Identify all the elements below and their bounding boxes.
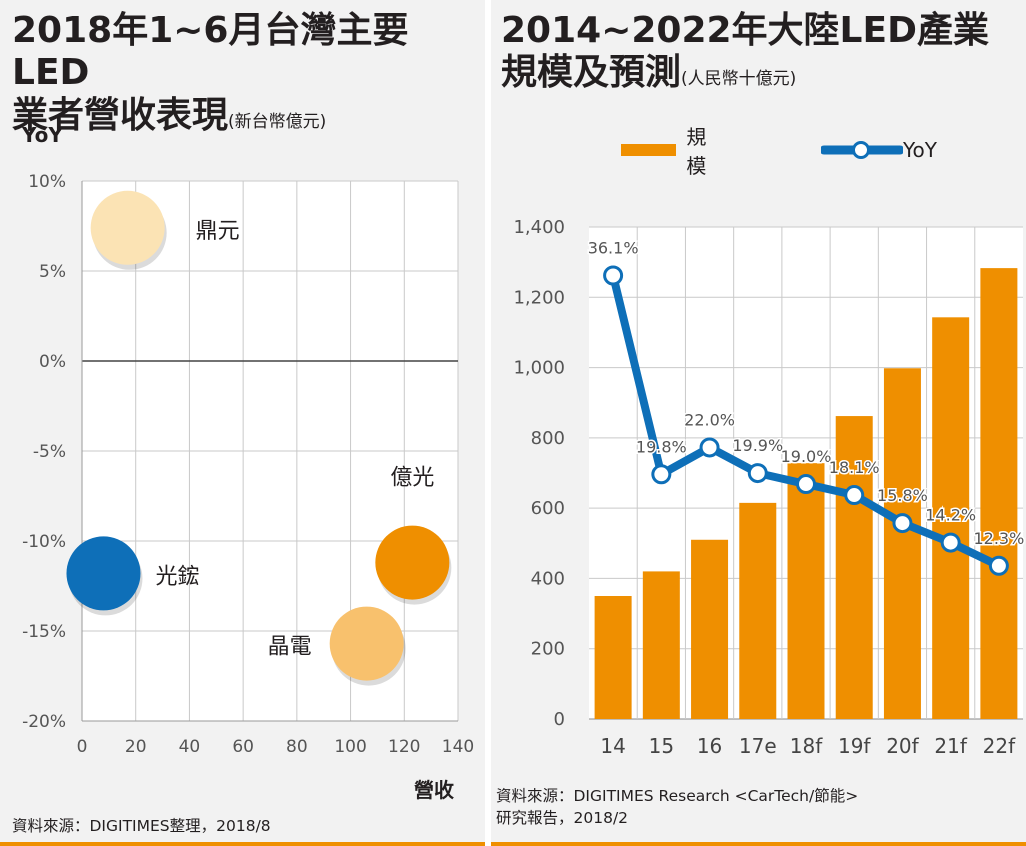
right-y-tick-label: 1,400 [513, 217, 565, 238]
right-y-tick-label: 800 [531, 428, 565, 449]
yoy-data-label: 18.1% [829, 458, 880, 477]
left-x-tick-label: 40 [179, 737, 201, 757]
right-title-main: 規模及預測 [501, 52, 682, 94]
left-title-line1: 2018年1~6月台灣主要LED [12, 10, 409, 94]
right-y-tick-label: 1,200 [513, 287, 565, 308]
left-x-tick-label: 80 [286, 737, 308, 757]
left-title-unit: (新台幣億元) [228, 111, 327, 132]
bar-18f [787, 463, 825, 719]
left-chart-title: 2018年1~6月台灣主要LED 業者營收表現(新台幣億元) [12, 10, 485, 137]
right-x-tick-label: 19f [838, 734, 871, 758]
right-y-tick-label: 0 [554, 709, 565, 730]
left-y-tick-label: 0% [39, 352, 66, 372]
left-chart-panel: 2018年1~6月台灣主要LED 業者營收表現(新台幣億元) YoY 營收 0 2… [0, 0, 485, 846]
yoy-data-label: 36.1% [588, 238, 639, 257]
yoy-data-label: 19.8% [636, 437, 687, 456]
yoy-point-22f [988, 555, 1009, 576]
legend-bar-label: 規模 [686, 125, 707, 178]
right-x-tick-label: 15 [649, 734, 674, 758]
left-x-tick-label: 60 [232, 737, 254, 757]
bubble-label: 晶電 [268, 635, 312, 660]
left-footer-bar [0, 842, 485, 846]
yoy-point-20f [892, 513, 913, 534]
right-source-line2: 研究報告，2018/2 [496, 809, 629, 827]
left-x-tick-label: 0 [77, 737, 88, 757]
bubble-label: 億光 [390, 466, 434, 491]
bubble-label: 光鋐 [155, 564, 199, 589]
yoy-point-21f [940, 532, 961, 553]
right-x-tick-label: 16 [697, 734, 722, 758]
yoy-point-19f [844, 485, 865, 506]
bar-17e [739, 502, 777, 719]
legend-line-label: YoY [903, 138, 938, 162]
right-source: 資料來源：DIGITIMES Research <CarTech/節能> 研究報… [496, 785, 858, 829]
bar-22f [980, 268, 1018, 719]
yoy-data-label: 22.0% [684, 410, 735, 429]
bubble-point [90, 190, 165, 265]
left-y-tick-label: 5% [39, 262, 66, 282]
bubble-label: 鼎元 [196, 219, 240, 244]
bar-19f [835, 416, 873, 719]
legend-item-yoy: YoY [821, 137, 937, 163]
left-bubble-chart: 0 20 40 60 80 100 120 140 10% 5% 0% -5% -10% -15% -20%… [22, 172, 474, 757]
right-x-tick-label: 18f [790, 734, 823, 758]
right-footer-bar [491, 842, 1026, 846]
bubble-point [375, 525, 450, 600]
left-x-axis-label: 營收 [414, 778, 454, 802]
bubble-point [329, 606, 404, 681]
bar-20f [883, 368, 921, 719]
bar-21f [932, 317, 970, 719]
right-x-tick-label: 20f [886, 734, 919, 758]
right-y-tick-label: 200 [531, 639, 565, 660]
yoy-data-label: 19.9% [732, 436, 783, 455]
right-title-unit: (人民幣十億元) [681, 69, 797, 90]
yoy-point-14 [603, 265, 624, 286]
right-x-tick-label: 14 [600, 734, 625, 758]
legend-item-scale: 規模 [621, 125, 719, 178]
left-title-main: 業者營收表現 [12, 94, 229, 136]
right-x-tick-label: 21f [934, 734, 967, 758]
right-chart-title: 2014~2022年大陸LED產業 規模及預測(人民幣十億元) [501, 10, 989, 95]
legend-bar-swatch [621, 144, 677, 156]
left-source: 資料來源：DIGITIMES整理，2018/8 [12, 817, 271, 835]
yoy-point-16 [699, 437, 720, 458]
legend-line-swatch [821, 141, 903, 159]
left-y-tick-label: -5% [33, 442, 66, 462]
bubble-point [66, 536, 141, 611]
right-y-tick-label: 400 [531, 568, 565, 589]
yoy-point-17e [747, 463, 768, 484]
right-title-line2: 規模及預測(人民幣十億元) [501, 52, 989, 94]
left-title-line2: 業者營收表現(新台幣億元) [12, 95, 485, 137]
right-y-tick-label: 600 [531, 498, 565, 519]
left-y-axis-label: YoY [22, 123, 63, 147]
yoy-data-label: 12.3% [973, 529, 1024, 548]
left-x-tick-label: 20 [125, 737, 147, 757]
bar-14 [594, 596, 632, 719]
right-chart-panel: 2014~2022年大陸LED產業 規模及預測(人民幣十億元) 規模 YoY 0… [491, 0, 1026, 846]
bar-16 [691, 539, 729, 719]
yoy-data-label: 14.2% [925, 506, 976, 525]
bar-15 [642, 571, 680, 719]
left-y-tick-label: -15% [22, 622, 66, 642]
left-y-tick-label: -10% [22, 532, 66, 552]
left-x-tick-label: 140 [442, 737, 474, 757]
right-y-tick-label: 1,000 [513, 358, 565, 379]
right-bar-line-chart: 0 200 400 600 800 1,000 1,200 1,400 14 15 16 17e 18f… [513, 217, 1025, 758]
yoy-data-label: 19.0% [781, 447, 832, 466]
left-x-tick-label: 120 [388, 737, 420, 757]
yoy-point-15 [651, 464, 672, 485]
right-title-line1: 2014~2022年大陸LED產業 [501, 10, 989, 51]
right-x-tick-label: 17e [739, 734, 777, 758]
yoy-data-label: 15.8% [877, 486, 928, 505]
left-y-tick-label: 10% [28, 172, 66, 192]
left-x-tick-label: 100 [334, 737, 366, 757]
right-x-tick-label: 22f [983, 734, 1016, 758]
right-source-line1: 資料來源：DIGITIMES Research <CarTech/節能> [496, 787, 859, 805]
left-y-tick-label: -20% [22, 712, 66, 732]
yoy-point-18f [796, 474, 816, 495]
